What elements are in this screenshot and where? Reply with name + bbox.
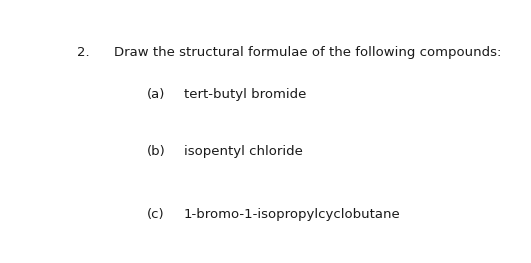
Text: isopentyl chloride: isopentyl chloride (184, 145, 303, 158)
Text: tert-butyl bromide: tert-butyl bromide (184, 88, 306, 101)
Text: 2.: 2. (76, 46, 89, 59)
Text: Draw the structural formulae of the following compounds:: Draw the structural formulae of the foll… (114, 46, 501, 59)
Text: (b): (b) (147, 145, 165, 158)
Text: (a): (a) (147, 88, 165, 101)
Text: (c): (c) (147, 208, 164, 221)
Text: 1-bromo-1-isopropylcyclobutane: 1-bromo-1-isopropylcyclobutane (184, 208, 400, 221)
